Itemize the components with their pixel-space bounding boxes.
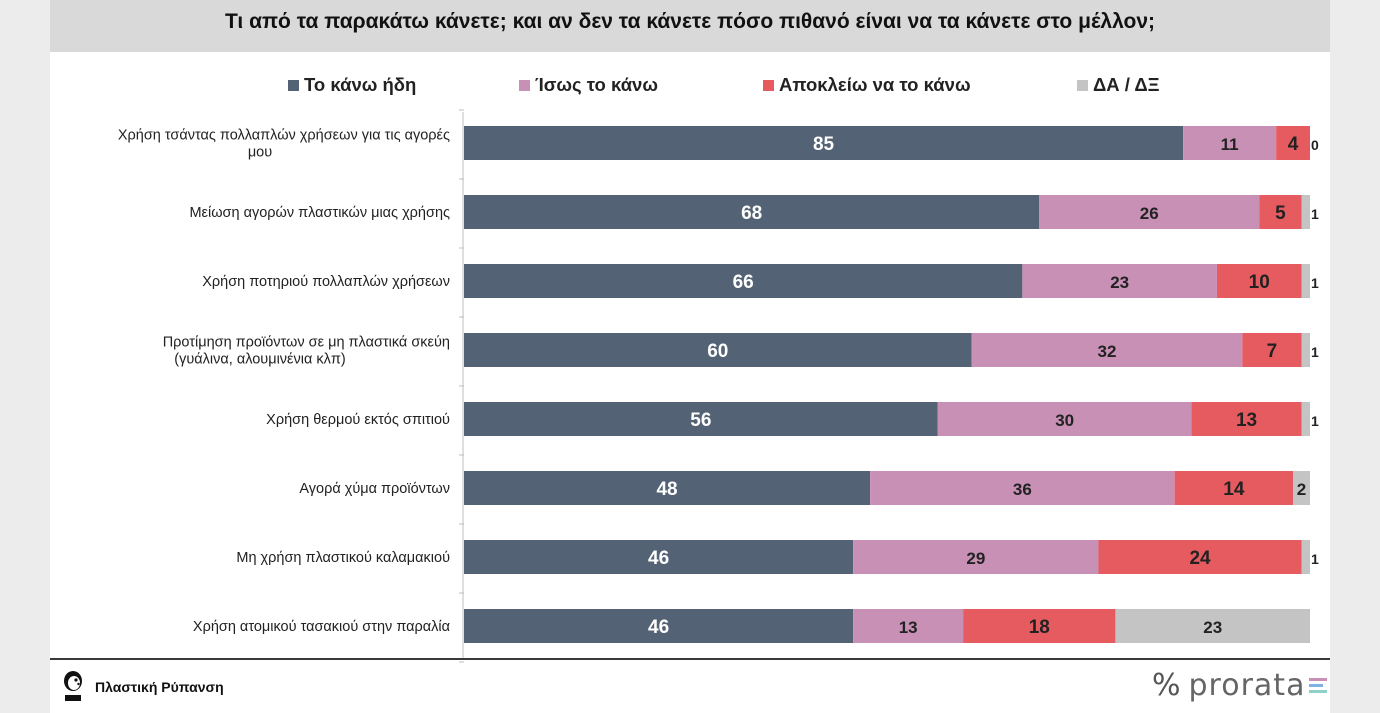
data-label: 1 — [1311, 275, 1319, 291]
data-label: 13 — [899, 618, 918, 637]
data-label: 23 — [1203, 618, 1222, 637]
bar-segment — [1293, 471, 1310, 505]
data-label: 4 — [1288, 134, 1299, 155]
category-label: Χρήση θερμού εκτός σπιτιού — [266, 412, 450, 428]
bar-segment — [464, 126, 1184, 160]
footer-divider — [50, 658, 1330, 660]
legend-item-dk: ΔΑ / ΔΞ — [1077, 74, 1160, 96]
bar-segment — [1191, 402, 1302, 436]
bar-segment — [937, 402, 1192, 436]
data-label: 66 — [733, 272, 754, 293]
legend-label: ΔΑ / ΔΞ — [1093, 74, 1160, 95]
bar-segment — [1216, 264, 1302, 298]
bar-segment — [1276, 126, 1310, 160]
data-label: 14 — [1223, 479, 1245, 500]
data-label: 24 — [1189, 548, 1211, 569]
data-label: 18 — [1029, 617, 1050, 638]
bar-segment — [464, 540, 854, 574]
legend-swatch — [288, 79, 299, 91]
bar-segment — [464, 195, 1040, 229]
data-label: 29 — [966, 549, 985, 568]
category-label: Μείωση αγορών πλαστικών μιας χρήσης — [189, 205, 450, 221]
data-label: 26 — [1140, 204, 1159, 223]
category-label: Αγορά χύμα προϊόντων — [299, 481, 450, 497]
bar-segment — [1242, 333, 1302, 367]
legend-item-maybe: Ίσως το κάνω — [519, 74, 658, 96]
data-label: 36 — [1013, 480, 1032, 499]
bar-segment — [853, 609, 964, 643]
bar-segment — [1022, 264, 1217, 298]
legend: Το κάνω ήδη Ίσως το κάνω Αποκλείω να το … — [0, 74, 1380, 98]
data-label: 1 — [1311, 413, 1319, 429]
bar-segment — [1039, 195, 1260, 229]
bar-segment — [1183, 126, 1277, 160]
bar-segment — [870, 471, 1175, 505]
data-label: 46 — [648, 548, 669, 569]
bar-segment — [1301, 402, 1310, 436]
data-label: 1 — [1311, 551, 1319, 567]
category-label: Χρήση ποτηριού πολλαπλών χρήσεων — [202, 274, 450, 290]
data-label: 85 — [813, 134, 835, 155]
header-band: Τι από τα παρακάτω κάνετε; και αν δεν τα… — [50, 0, 1330, 52]
right-gutter — [1330, 0, 1380, 713]
legend-label: Το κάνω ήδη — [304, 74, 417, 95]
data-label: 0 — [1311, 137, 1319, 153]
bar-segment — [1174, 471, 1294, 505]
data-label: 11 — [1221, 135, 1239, 154]
data-label: 13 — [1236, 410, 1257, 431]
category-label: Χρήση τσάντας πολλαπλών χρήσεων για τις … — [118, 128, 450, 161]
legend-label: Ίσως το κάνω — [535, 74, 658, 95]
data-label: 60 — [707, 341, 728, 362]
bar-segment — [1115, 609, 1310, 643]
prorata-logo: % prorata — [1152, 667, 1328, 703]
percent-icon: % — [1152, 667, 1181, 703]
bar-segment — [963, 609, 1116, 643]
category-label: Χρήση ατομικού τασακιού στην παραλία — [193, 619, 450, 635]
data-label: 7 — [1267, 341, 1278, 362]
data-label: 32 — [1097, 342, 1116, 361]
legend-item-already: Το κάνω ήδη — [288, 74, 416, 96]
bar-segment — [1301, 264, 1310, 298]
bar-segment — [464, 609, 854, 643]
data-label: 68 — [741, 203, 762, 224]
bar-segment — [971, 333, 1243, 367]
bar-segment — [853, 540, 1099, 574]
legend-swatch — [1077, 79, 1088, 91]
legend-swatch — [763, 79, 774, 91]
data-label: 23 — [1110, 273, 1129, 292]
data-label: 2 — [1297, 480, 1306, 499]
data-label: 1 — [1311, 344, 1319, 360]
brand-bars-icon — [1309, 677, 1328, 693]
bar-segment — [464, 402, 938, 436]
data-label: 5 — [1275, 203, 1286, 224]
bar-segment — [1098, 540, 1302, 574]
wwf-panda-logo — [64, 671, 82, 701]
legend-swatch — [519, 79, 530, 91]
bar-segment — [464, 471, 871, 505]
left-gutter — [0, 0, 50, 713]
legend-item-never: Αποκλείω να το κάνω — [763, 74, 971, 96]
bar-segment — [464, 264, 1023, 298]
data-label: 10 — [1249, 272, 1270, 293]
bar-segment — [1301, 195, 1310, 229]
category-label: Μη χρήση πλαστικού καλαμακιού — [236, 550, 450, 566]
bar-segment — [1259, 195, 1302, 229]
legend-label: Αποκλείω να το κάνω — [779, 74, 971, 95]
footer-title: Πλαστική Ρύπανση — [95, 679, 224, 695]
data-label: 48 — [656, 479, 677, 500]
brand-name: prorata — [1188, 667, 1306, 703]
bar-segment — [1301, 333, 1310, 367]
data-label: 1 — [1311, 206, 1319, 222]
category-label: Προτίμηση προϊόντων σε μη πλαστικά σκεύη… — [163, 335, 450, 368]
data-label: 46 — [648, 617, 669, 638]
data-label: 56 — [690, 410, 711, 431]
data-label: 30 — [1055, 411, 1074, 430]
chart-title: Τι από τα παρακάτω κάνετε; και αν δεν τα… — [224, 10, 1156, 33]
bar-segment — [464, 333, 972, 367]
bar-segment — [1301, 540, 1310, 574]
